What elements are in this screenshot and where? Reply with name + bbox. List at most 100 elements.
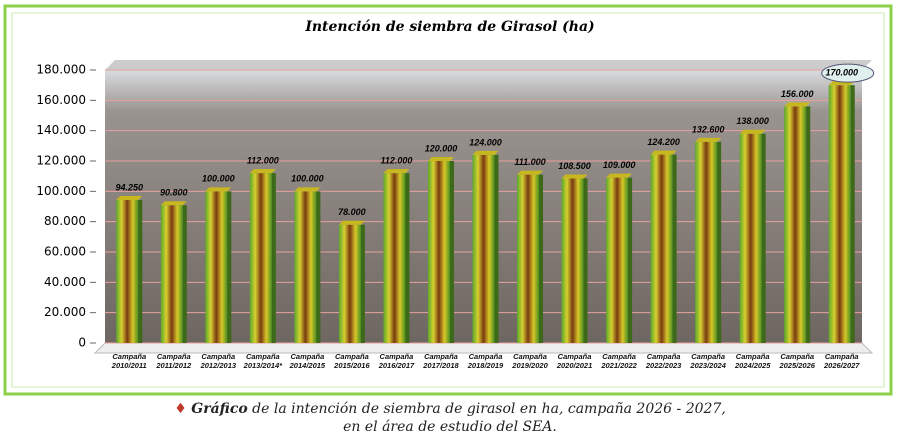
x-tick-label: Campaña 2020/2021 <box>556 352 593 370</box>
bar-top <box>160 201 187 206</box>
value-label: 120.000 <box>425 143 458 153</box>
bar-top <box>205 187 232 192</box>
x-tick-label: Campaña 2017/2018 <box>423 352 459 370</box>
label-bubble <box>821 63 875 83</box>
bar <box>472 154 495 343</box>
value-label: 124.000 <box>469 137 502 147</box>
value-label: 100.000 <box>202 174 235 184</box>
bar-top <box>739 129 766 134</box>
y-tick-label: 60.000 <box>44 245 86 259</box>
x-tick-label: Campaña 2019/2020 <box>512 352 548 370</box>
bar-side <box>672 154 677 343</box>
bar-top <box>695 137 722 142</box>
bar-top <box>561 174 588 179</box>
bar-side <box>850 85 855 344</box>
value-label: 132.600 <box>692 124 725 134</box>
bar-top <box>294 187 321 192</box>
caption-line: en el área de estudio del SEA. <box>343 419 557 435</box>
x-tick-label: Campaña 2011/2012 <box>156 352 192 370</box>
bar-side <box>628 177 633 343</box>
value-label: 94.250 <box>115 182 143 192</box>
bar-top <box>427 157 454 161</box>
bar <box>116 200 139 343</box>
bar <box>160 205 183 343</box>
value-label: 78.000 <box>338 207 366 217</box>
bar <box>383 173 406 343</box>
bar <box>338 224 361 343</box>
bar <box>249 173 272 343</box>
y-tick-label: 80.000 <box>44 214 86 228</box>
bar-top <box>650 150 677 155</box>
inner-frame <box>11 12 885 388</box>
value-label: 109.000 <box>603 160 636 170</box>
y-tick-label: 40.000 <box>44 275 86 289</box>
bar <box>205 191 228 343</box>
bar-side <box>539 174 544 343</box>
bar-top <box>338 220 365 225</box>
bar <box>517 174 540 343</box>
bar-side <box>271 173 276 343</box>
bar-side <box>227 191 232 343</box>
x-tick-label: Campaña 2022/2023 <box>645 352 682 370</box>
x-tick-label: Campaña 2025/2026 <box>779 352 815 370</box>
bar-top <box>517 170 544 175</box>
x-tick-label: Campaña 2023/2024 <box>690 352 726 370</box>
x-tick-label: Campaña 2026/2027 <box>824 352 860 370</box>
x-tick-label: Campaña 2010/2011 <box>111 352 147 370</box>
x-tick-label: Campaña 2018/2019 <box>467 352 504 370</box>
bar-top <box>383 169 410 174</box>
bar <box>427 161 450 343</box>
value-label: 156.000 <box>781 89 814 99</box>
bar-side <box>494 154 499 343</box>
caption: ♦ Gráfico de la intención de siembra de … <box>0 400 900 436</box>
x-tick-label: Campaña 2021/2022 <box>601 352 637 370</box>
chart-title: Intención de siembra de Girasol (ha) <box>304 19 594 35</box>
y-tick-label: 0 <box>78 336 86 350</box>
caption-lead: Gráfico <box>191 401 248 417</box>
value-label: 112.000 <box>247 156 279 166</box>
bar-side <box>449 161 454 343</box>
x-tick-label: Campaña 2015/2016 <box>334 352 370 370</box>
bar-side <box>138 200 143 343</box>
bar-side <box>717 141 722 343</box>
bar-top <box>472 150 499 155</box>
bar <box>828 85 851 344</box>
bar-side <box>182 205 187 343</box>
bar-top <box>606 173 633 178</box>
x-tick-label: Campaña 2012/2013 <box>200 352 237 370</box>
x-tick-label: Campaña 2016/2017 <box>378 352 415 370</box>
bar <box>695 141 718 343</box>
bar-side <box>316 191 321 343</box>
bar-top <box>249 169 276 174</box>
bar-side <box>806 106 811 344</box>
bar <box>561 178 584 343</box>
plot-top <box>105 60 872 70</box>
y-tick-label: 20.000 <box>44 305 86 319</box>
value-label: 100.000 <box>291 174 324 184</box>
bar <box>784 106 807 344</box>
value-label: 138.000 <box>736 116 769 126</box>
bar <box>294 191 317 343</box>
bar <box>650 154 673 343</box>
bar-top <box>784 102 811 107</box>
bar-side <box>583 178 588 343</box>
bar <box>739 133 762 343</box>
value-label: 108.500 <box>558 161 591 171</box>
y-tick-label: 120.000 <box>36 154 86 168</box>
chart: Intención de siembra de Girasol (ha) 0 20… <box>3 4 893 396</box>
value-label: 170.000 <box>825 68 858 78</box>
value-label: 90.800 <box>160 188 188 198</box>
y-tick-label: 140.000 <box>36 123 86 137</box>
value-label: 112.000 <box>381 156 413 166</box>
value-label: 124.200 <box>647 137 680 147</box>
x-tick-label: Campaña 2013/2014* <box>243 352 283 370</box>
bullet: ♦ <box>174 401 187 417</box>
x-tick-label: Campaña 2024/2025 <box>734 352 771 370</box>
bar-top <box>116 196 143 201</box>
y-tick-label: 160.000 <box>36 93 86 107</box>
value-label: 111.000 <box>514 157 545 167</box>
bar <box>606 177 629 343</box>
bar-side <box>360 224 365 343</box>
bar-side <box>761 133 766 343</box>
